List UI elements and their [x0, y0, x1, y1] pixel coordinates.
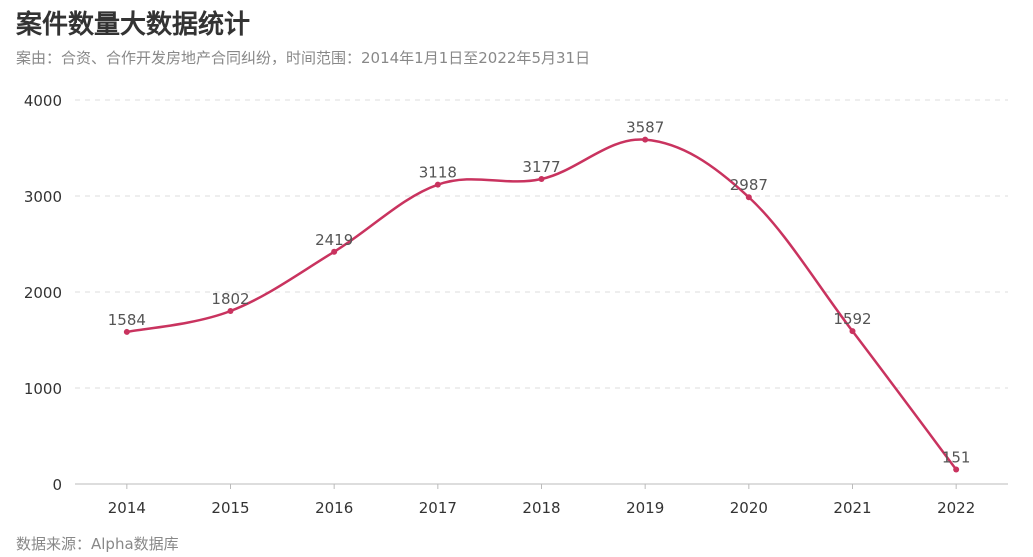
x-tick-label: 2021	[833, 499, 871, 517]
data-label: 1802	[211, 290, 249, 308]
chart-subtitle: 案由：合资、合作开发房地产合同纠纷，时间范围：2014年1月1日至2022年5月…	[16, 49, 591, 67]
data-label: 1584	[108, 311, 146, 329]
y-tick-label: 0	[52, 476, 62, 494]
data-point	[538, 176, 545, 183]
data-point	[123, 328, 130, 335]
data-point	[849, 328, 856, 335]
data-point	[227, 308, 234, 315]
chart-title: 案件数量大数据统计	[16, 10, 251, 40]
data-label: 1592	[833, 310, 871, 328]
data-label: 3587	[626, 119, 664, 137]
x-tick-label: 2015	[211, 499, 249, 517]
data-source: 数据来源：Alpha数据库	[16, 535, 179, 553]
data-point	[953, 466, 960, 473]
series-line	[126, 138, 958, 471]
data-point	[331, 248, 338, 255]
y-tick-label: 2000	[24, 284, 62, 302]
y-tick-label: 1000	[24, 380, 62, 398]
data-label: 3177	[522, 158, 560, 176]
data-point	[642, 136, 649, 143]
data-label: 2987	[730, 176, 768, 194]
x-tick-label: 2017	[419, 499, 457, 517]
y-tick-label: 3000	[24, 188, 62, 206]
data-point	[745, 194, 752, 201]
data-label: 151	[942, 449, 971, 467]
x-tick-label: 2016	[315, 499, 353, 517]
x-tick-label: 2018	[522, 499, 560, 517]
x-tick-label: 2020	[730, 499, 768, 517]
data-label: 3118	[419, 164, 457, 182]
x-tick-label: 2022	[937, 499, 975, 517]
x-tick-label: 2014	[108, 499, 146, 517]
data-point	[434, 181, 441, 188]
data-label: 2419	[315, 231, 353, 249]
y-tick-label: 4000	[24, 92, 62, 110]
x-tick-label: 2019	[626, 499, 664, 517]
